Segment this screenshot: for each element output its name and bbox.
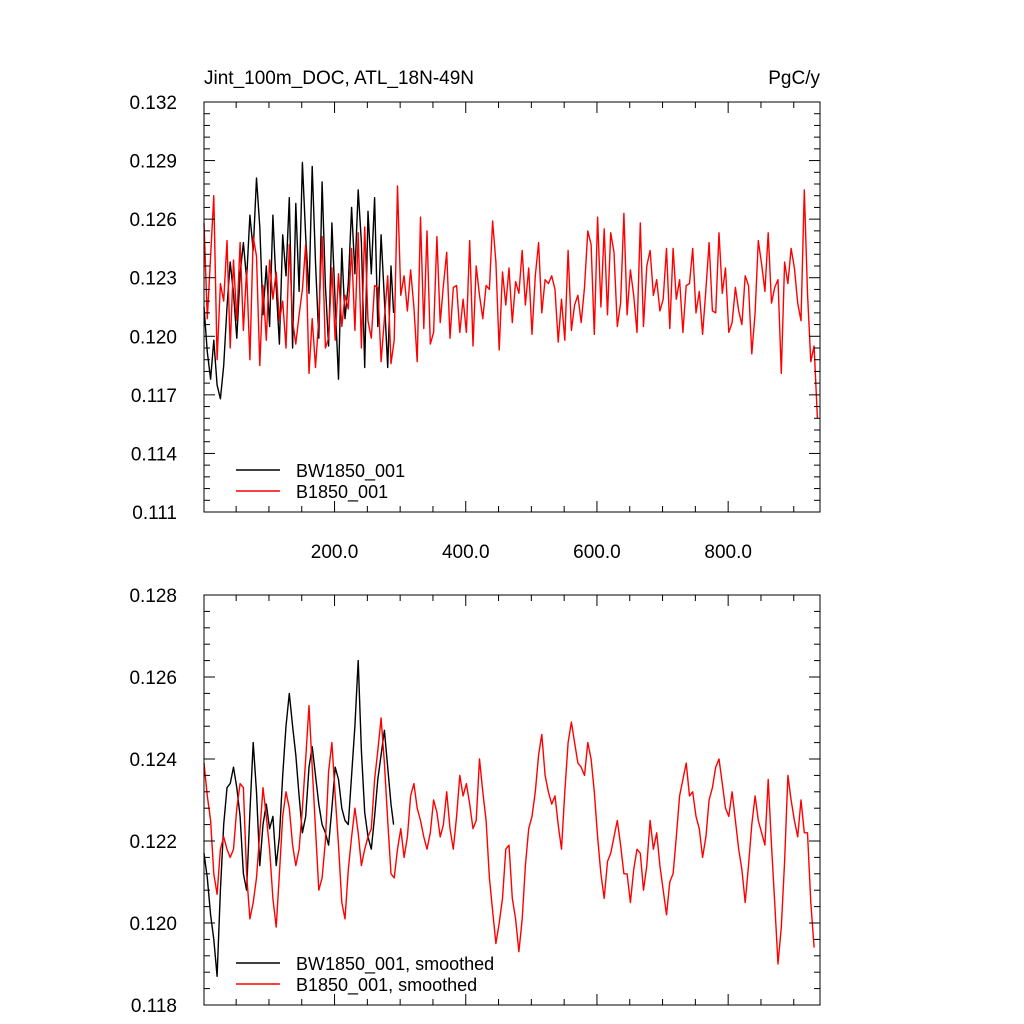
panel-top-ticks: 0.111 0.114 0.117 0.120 0.123 0.126 0.129 0.132… (129, 93, 820, 563)
y-tick-label: 0.123 (129, 269, 177, 290)
y-tick-label: 0.126 (129, 668, 177, 689)
legend-label: BW1850_001 (296, 461, 405, 482)
x-tick-label: 600.0 (573, 542, 621, 563)
legend-label: BW1850_001, smoothed (296, 954, 494, 975)
y-tick-label: 0.122 (129, 832, 177, 853)
x-tick-label: 200.0 (311, 542, 359, 563)
x-tick-label: 400.0 (442, 542, 490, 563)
series-line (203, 185, 819, 419)
y-tick-label: 0.118 (131, 996, 177, 1017)
panel-top-frame (203, 101, 821, 513)
y-tick-label: 0.126 (129, 210, 177, 231)
x-tick-label: 800.0 (704, 542, 752, 563)
series-line (203, 705, 815, 965)
series-line (203, 659, 395, 977)
panel-bottom-ticks: 0.118 0.120 0.122 0.124 0.126 0.128 (129, 586, 820, 1017)
y-tick-label: 0.117 (131, 386, 177, 407)
units-label: PgC/y (768, 68, 820, 89)
plot-title: Jint_100m_DOC, ATL_18N-49N (204, 68, 474, 89)
panel-top-series (203, 161, 819, 419)
legend-label: B1850_001 (296, 482, 388, 503)
y-tick-label: 0.114 (131, 444, 178, 465)
panel-bottom-series (203, 659, 815, 977)
panel-top: 0.111 0.114 0.117 0.120 0.123 0.126 0.129 0.132… (129, 93, 821, 563)
y-tick-label: 0.129 (129, 152, 177, 173)
panel-bottom: 0.118 0.120 0.122 0.124 0.126 0.128 BW1850_00… (129, 586, 821, 1017)
y-tick-label: 0.124 (129, 750, 177, 771)
y-tick-label: 0.111 (132, 503, 177, 524)
y-tick-label: 0.128 (129, 586, 177, 607)
legend-label: B1850_001, smoothed (296, 975, 477, 996)
y-tick-label: 0.120 (129, 327, 177, 348)
panel-bottom-frame (203, 594, 821, 1006)
y-tick-label: 0.132 (129, 93, 177, 114)
y-tick-label: 0.120 (129, 914, 177, 935)
